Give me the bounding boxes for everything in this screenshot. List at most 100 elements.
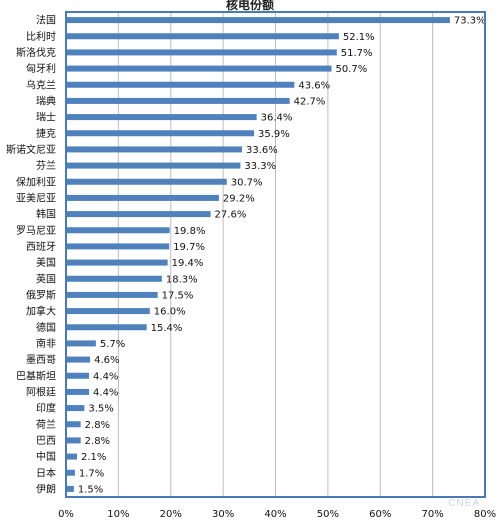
bar [66, 33, 339, 40]
data-label: 5.7% [100, 339, 125, 350]
data-label: 30.7% [231, 177, 263, 188]
data-label: 1.7% [79, 468, 104, 479]
data-label: 2.8% [85, 436, 110, 447]
category-label: 英国 [36, 272, 56, 285]
category-label: 罗马尼亚 [16, 225, 56, 237]
category-label: 芬兰 [36, 159, 56, 172]
category-label: 美国 [36, 256, 56, 269]
bar [66, 211, 211, 218]
category-label: 匈牙利 [26, 62, 56, 75]
x-tick-label: 60% [369, 509, 391, 520]
category-label: 韩国 [36, 208, 56, 221]
watermark: CNEA [448, 498, 480, 509]
bar [66, 291, 158, 298]
gridlines [117, 12, 486, 497]
bar [66, 421, 81, 428]
data-label: 19.7% [173, 242, 205, 253]
bar [66, 49, 337, 56]
bar [66, 372, 90, 379]
category-label: 阿根廷 [26, 385, 56, 398]
data-label: 27.6% [215, 210, 247, 221]
category-label: 墨西哥 [26, 354, 56, 366]
data-label: 18.3% [166, 274, 198, 285]
chart-title: 核电份额 [226, 0, 274, 12]
bar [66, 65, 332, 72]
plot-frame [65, 11, 486, 498]
plot-border [65, 11, 486, 498]
bar [66, 340, 96, 347]
category-label: 加拿大 [26, 305, 56, 318]
bar [66, 227, 170, 234]
category-label: 西班牙 [26, 241, 56, 253]
bar [66, 308, 150, 315]
x-tick-label: 50% [317, 509, 339, 520]
bar [66, 275, 162, 282]
data-label: 33.3% [244, 161, 276, 172]
bar [66, 453, 77, 460]
category-label: 伊朗 [36, 483, 56, 495]
data-label: 16.0% [154, 307, 186, 318]
bar [66, 194, 219, 201]
bar [66, 405, 85, 412]
x-tick-label: 10% [107, 509, 129, 520]
data-label: 3.5% [88, 404, 113, 415]
x-tick-label: 40% [264, 509, 286, 520]
x-tick-label: 80% [474, 509, 496, 520]
data-label: 36.4% [261, 113, 293, 124]
category-label: 中国 [36, 450, 56, 463]
data-label: 4.6% [94, 355, 119, 366]
data-label: 17.5% [162, 290, 194, 301]
data-label: 50.7% [336, 64, 368, 75]
category-label: 斯洛伐克 [16, 46, 56, 59]
category-label: 亚美尼亚 [16, 191, 56, 204]
category-label: 俄罗斯 [26, 288, 56, 301]
bar [66, 81, 295, 88]
category-label: 印度 [36, 402, 56, 415]
data-label: 15.4% [151, 323, 183, 334]
data-label: 19.8% [174, 226, 206, 237]
bar [66, 162, 241, 169]
bar [66, 356, 91, 363]
x-tick-label: 70% [422, 509, 444, 520]
data-label: 52.1% [343, 32, 375, 43]
data-label: 51.7% [341, 48, 373, 59]
category-labels: 法国比利时斯洛伐克匈牙利乌克兰瑞典瑞士捷克斯诺文尼亚芬兰保加利亚亚美尼亚韩国罗马… [6, 14, 56, 496]
category-label: 保加利亚 [16, 175, 56, 188]
category-label: 荷兰 [36, 418, 56, 431]
x-tick-label: 20% [160, 509, 182, 520]
category-label: 比利时 [26, 31, 56, 43]
bar [66, 130, 255, 137]
data-label: 43.6% [298, 80, 330, 91]
data-labels: 73.3% 52.1% 51.7% 50.7% 43.6% 42.7%36.4% 35.9%… [78, 16, 486, 496]
category-label: 南非 [36, 337, 56, 350]
bar [66, 437, 81, 444]
category-label: 瑞典 [36, 94, 56, 107]
data-label: 73.3% [454, 16, 486, 27]
category-label: 乌克兰 [26, 78, 56, 91]
category-label: 斯诺文尼亚 [6, 143, 56, 156]
data-label: 35.9% [258, 129, 290, 140]
bar [66, 178, 227, 185]
bar [66, 114, 257, 121]
category-label: 瑞士 [36, 111, 56, 124]
category-label: 巴基斯坦 [16, 369, 56, 382]
bar [66, 259, 168, 266]
data-label: 4.4% [93, 371, 118, 382]
bar [66, 97, 290, 104]
bar [66, 17, 450, 24]
category-label: 德国 [36, 321, 56, 334]
data-label: 19.4% [172, 258, 204, 269]
bar [66, 388, 90, 395]
data-label: 29.2% [223, 193, 255, 204]
data-label: 42.7% [294, 96, 326, 107]
bar [66, 324, 147, 331]
x-tick-labels: 0% 10% 20% 30% 40% 50% 60% 70% 80% [58, 509, 496, 520]
bar [66, 243, 170, 250]
category-label: 捷克 [36, 127, 56, 140]
bars [66, 17, 450, 492]
category-label: 法国 [36, 14, 56, 27]
data-label: 2.8% [85, 420, 110, 431]
data-label: 4.4% [93, 387, 118, 398]
bar [66, 469, 75, 476]
